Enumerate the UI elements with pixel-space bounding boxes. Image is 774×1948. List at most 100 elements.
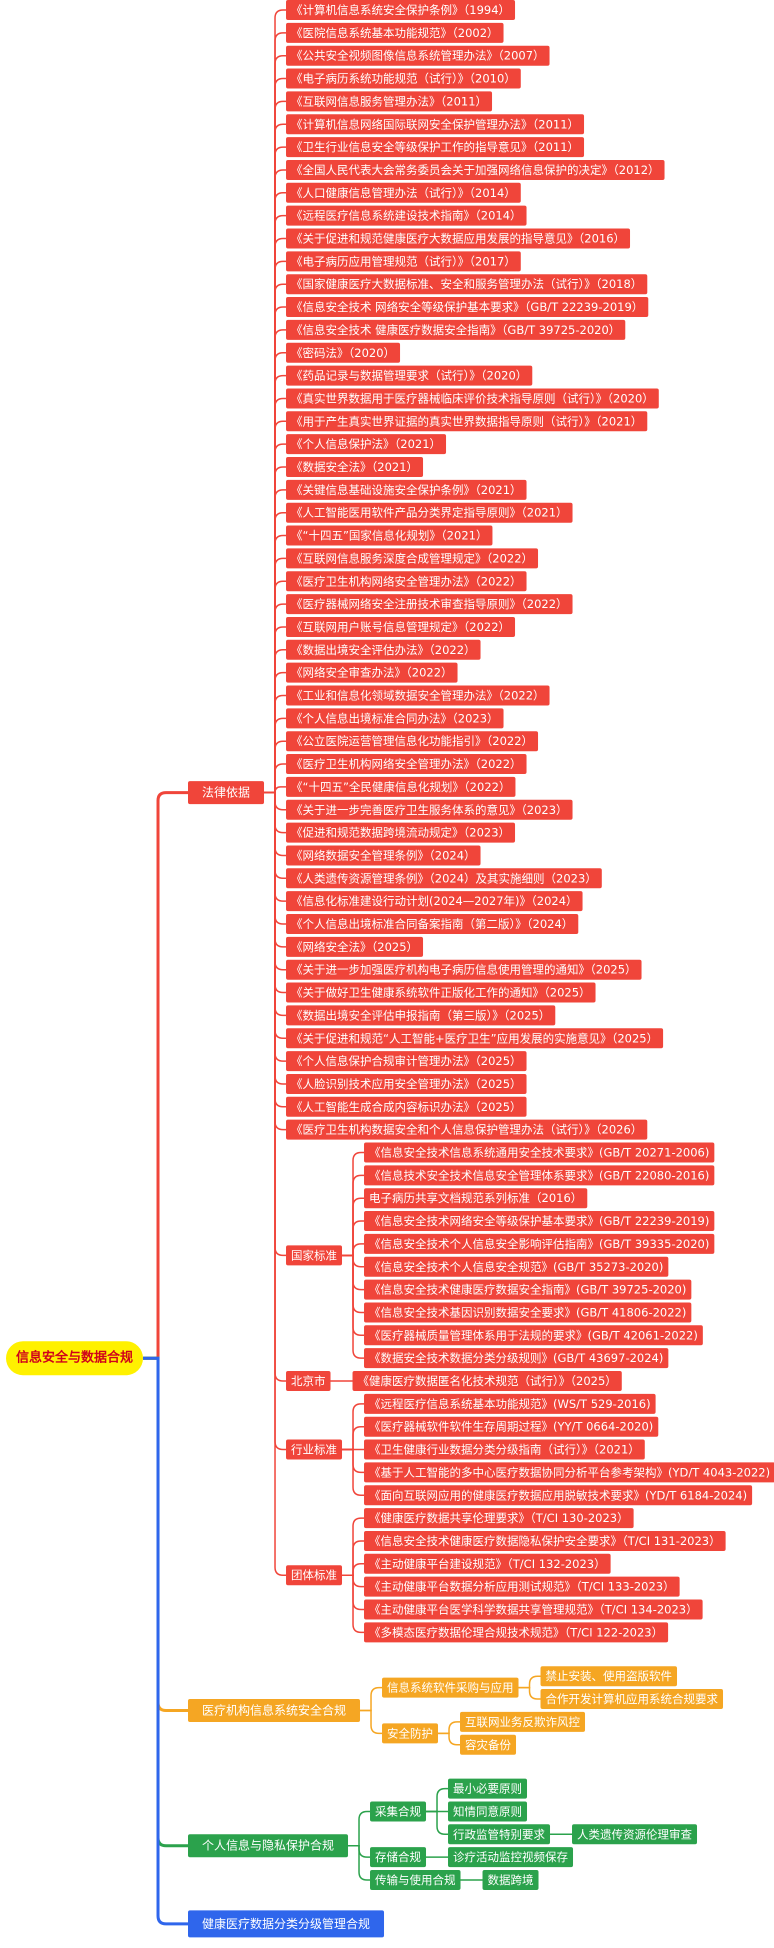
topic-node: 《信息安全技术网络安全等级保护基本要求》(GB/T 22239-2019) [364, 1211, 715, 1232]
topic-node: 诊疗活动监控视频保存 [448, 1847, 574, 1868]
node-label: 存储合规 [375, 1850, 421, 1864]
node-box [352, 1371, 622, 1391]
connector-line [264, 534, 287, 794]
node-label: 《数据出境安全评估申报指南（第三版）》（2025） [291, 1008, 550, 1022]
connector-line [264, 123, 287, 794]
node-label: 禁止安装、使用盗版软件 [546, 1669, 673, 1683]
node-label: 《工业和信息化领域数据安全管理办法》（2022） [291, 689, 545, 703]
node-box [460, 1734, 517, 1755]
node-box [286, 137, 585, 158]
node-label: 《信息化标准建设行动计划(2024—2027年)》（2024） [291, 894, 578, 908]
node-box [572, 1824, 698, 1845]
topic-node: 《人工智能生成合成内容标识办法》（2025） [286, 1096, 527, 1117]
connector-line [342, 1197, 365, 1257]
connector-line [342, 1220, 365, 1257]
node-label: 《电子病历系统功能规范（试行）》（2010） [291, 72, 516, 86]
node-label: 个人信息与隐私保护合规 [202, 1838, 334, 1853]
node-label: 《人工智能生成合成内容标识办法》（2025） [291, 1100, 522, 1114]
node-box [286, 434, 447, 455]
node-label: 《计算机信息系统安全保护条例》（1994） [291, 3, 510, 17]
topic-node: 互联网业务反欺诈风控 [460, 1711, 586, 1732]
node-label: 《远程医疗信息系统建设技术指南》（2014） [291, 209, 522, 223]
topic-node: 《网络安全审查办法》（2022） [286, 662, 458, 683]
node-label: 《关键信息基础设施安全保护条例》（2021） [291, 483, 522, 497]
topic-node: 《信息技术安全技术信息安全管理体系要求》(GB/T 22080-2016) [364, 1165, 715, 1186]
connector-line [264, 791, 287, 1576]
node-box [286, 639, 481, 660]
topic-node: 《“十四五”全民健康信息化规划》（2022） [286, 776, 516, 797]
node-label: 《健康医疗数据共享伦理要求》（T/CI 130-2023） [369, 1511, 629, 1525]
node-label: 《公共安全视频图像信息系统管理办法》（2007） [291, 49, 545, 63]
node-label: 《国家健康医疗大数据标准、安全和服务管理办法（试行）》（2018） [291, 277, 642, 291]
connector-line [360, 1686, 383, 1712]
node-box [286, 0, 516, 20]
connector-line [438, 1732, 461, 1746]
connector-line [342, 1574, 365, 1634]
node-box [364, 1348, 669, 1369]
topic-node: 《健康医疗数据匿名化技术规范（试行）》（2025） [352, 1371, 622, 1391]
connector-line [264, 306, 287, 794]
connector-line [264, 54, 287, 794]
node-box [286, 548, 539, 569]
node-box [382, 1723, 439, 1744]
node-box [460, 1711, 586, 1732]
node-box [286, 959, 642, 980]
topic-node: 《医院信息系统基本功能规范》（2002） [286, 22, 504, 43]
node-box [286, 479, 527, 500]
node-label: 《互联网信息服务深度合成管理规定》（2022） [291, 551, 533, 565]
connector-line [342, 1425, 365, 1451]
connector-line [264, 420, 287, 794]
connector-line [264, 329, 287, 794]
node-box [448, 1847, 574, 1868]
node-box [364, 1599, 703, 1620]
node-label: 《电子病历应用管理规范（试行）》（2017） [291, 254, 516, 268]
connector-line [264, 192, 287, 794]
node-box [364, 1279, 692, 1300]
connector-line [342, 1254, 365, 1359]
node-box [364, 1416, 659, 1437]
topic-node: 《关于促进和规范健康医疗大数据应用发展的指导意见》（2016） [286, 228, 631, 249]
topic-node: 《信息化标准建设行动计划(2024—2027年)》（2024） [286, 891, 583, 912]
node-label: 医疗机构信息系统安全合规 [202, 1702, 346, 1717]
node-label: 《人口健康信息管理办法（试行）》（2014） [291, 186, 516, 200]
node-label: 《网络数据安全管理条例》（2024） [291, 848, 476, 862]
node-box [540, 1689, 724, 1710]
connector-line [264, 283, 287, 794]
node-box [286, 388, 659, 409]
topic-node: 《信息安全技术个人信息安全影响评估指南》(GB/T 39335-2020) [364, 1233, 715, 1254]
topic-node: 《药品记录与数据管理要求（试行）》（2020） [286, 365, 533, 386]
node-label: 信息安全与数据合规 [16, 1350, 133, 1366]
topic-node: 《人工智能医用软件产品分类界定指导原则》（2021） [286, 502, 573, 523]
node-box [286, 114, 585, 135]
topic-node: 禁止安装、使用盗版软件 [540, 1666, 678, 1687]
topic-node: 《密码法》（2020） [286, 342, 401, 363]
node-label: 《医疗卫生机构数据安全和个人信息保护管理办法（试行）》（2026） [291, 1123, 642, 1137]
topic-node: 《真实世界数据用于医疗器械临床评价技术指导原则（试行）》（2020） [286, 388, 659, 409]
topic-node: 《卫生行业信息安全等级保护工作的指导意见》（2011） [286, 137, 585, 158]
node-label: 数据跨境 [488, 1873, 534, 1887]
connector-line [264, 626, 287, 794]
connector-line [264, 397, 287, 794]
node-box [286, 297, 649, 318]
node-label: 《信息安全技术健康医疗数据安全指南》(GB/T 39725-2020) [369, 1283, 686, 1297]
node-box [370, 1801, 427, 1822]
node-box [286, 799, 573, 820]
node-box [364, 1485, 753, 1506]
connector-line [143, 1356, 188, 1848]
connector-line [143, 791, 188, 1360]
topic-node: 个人信息与隐私保护合规 [188, 1834, 349, 1858]
node-label: 《网络安全审查办法》（2022） [291, 666, 453, 680]
connector-line [264, 763, 287, 794]
node-box [364, 1233, 715, 1254]
node-label: 《信息安全技术网络安全等级保护基本要求》(GB/T 22239-2019) [369, 1214, 709, 1228]
connector-line [342, 1174, 365, 1257]
connector-line [342, 1517, 365, 1576]
topic-node: 《互联网信息服务深度合成管理规定》（2022） [286, 548, 539, 569]
node-label: 安全防护 [387, 1726, 433, 1740]
connector-line [348, 1844, 371, 1881]
topic-node: 国家标准 [286, 1245, 343, 1266]
node-label: 《医疗卫生机构网络安全管理办法》（2022） [291, 574, 522, 588]
node-label: 《医疗器械质量管理体系用于法规的要求》(GB/T 42061-2022) [369, 1328, 698, 1342]
